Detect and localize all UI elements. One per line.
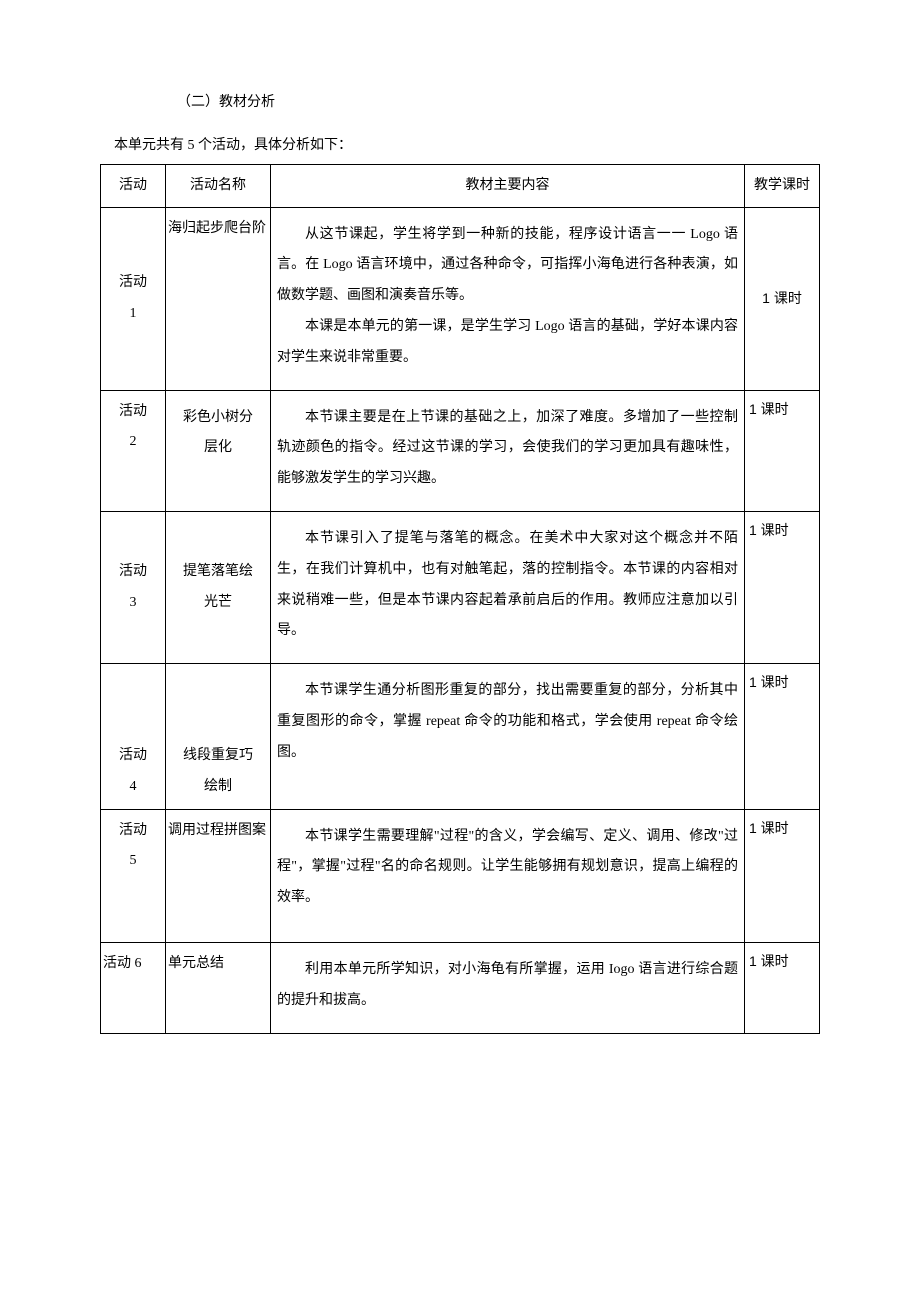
- cell-hours: 1 课时: [745, 207, 820, 390]
- content-paragraph: 本课是本单元的第一课，是学生学习 Logo 语言的基础，学好本课内容对学生来说非…: [277, 312, 738, 374]
- activity-name: 调用过程拼图案: [168, 823, 266, 838]
- activity-label: 活动 6: [103, 956, 142, 971]
- col-header-name: 活动名称: [166, 165, 271, 207]
- cell-activity: 活动4: [101, 664, 166, 809]
- content-paragraph: 本节课学生需要理解"过程"的含义，学会编写、定义、调用、修改"过程"，掌握"过程…: [277, 822, 738, 914]
- activity-name: 提笔落笔绘光芒: [183, 564, 253, 610]
- cell-activity: 活动2: [101, 390, 166, 511]
- cell-content: 本节课主要是在上节课的基础之上，加深了难度。多增加了一些控制轨迹颜色的指令。经过…: [271, 390, 745, 511]
- cell-activity: 活动1: [101, 207, 166, 390]
- cell-content: 利用本单元所学知识，对小海龟有所掌握，运用 Iogo 语言进行综合题的提升和拔高…: [271, 942, 745, 1033]
- cell-content: 从这节课起，学生将学到一种新的技能，程序设计语言一一 Logo 语言。在 Log…: [271, 207, 745, 390]
- cell-activity: 活动 6: [101, 942, 166, 1033]
- activity-label: 活动3: [119, 564, 147, 610]
- table-row: 活动 6 单元总结 利用本单元所学知识，对小海龟有所掌握，运用 Iogo 语言进…: [101, 942, 820, 1033]
- col-header-content: 教材主要内容: [271, 165, 745, 207]
- cell-hours: 1 课时: [745, 809, 820, 942]
- activity-label: 活动2: [119, 404, 147, 450]
- cell-name: 单元总结: [166, 942, 271, 1033]
- col-header-activity: 活动: [101, 165, 166, 207]
- cell-name: 海归起步爬台阶: [166, 207, 271, 390]
- cell-name: 提笔落笔绘光芒: [166, 511, 271, 663]
- activity-label: 活动5: [119, 823, 147, 869]
- table-row: 活动5 调用过程拼图案 本节课学生需要理解"过程"的含义，学会编写、定义、调用、…: [101, 809, 820, 942]
- activity-label: 活动1: [119, 275, 147, 321]
- cell-hours: 1 课时: [745, 390, 820, 511]
- cell-hours: 1 课时: [745, 664, 820, 809]
- activity-name: 线段重复巧绘制: [183, 748, 253, 794]
- cell-activity: 活动3: [101, 511, 166, 663]
- table-row: 活动3 提笔落笔绘光芒 本节课引入了提笔与落笔的概念。在美术中大家对这个概念并不…: [101, 511, 820, 663]
- content-paragraph: 从这节课起，学生将学到一种新的技能，程序设计语言一一 Logo 语言。在 Log…: [277, 220, 738, 312]
- cell-name: 线段重复巧绘制: [166, 664, 271, 809]
- cell-content: 本节课引入了提笔与落笔的概念。在美术中大家对这个概念并不陌生，在我们计算机中，也…: [271, 511, 745, 663]
- intro-text: 本单元共有 5 个活动，具体分析如下：: [100, 133, 820, 158]
- activity-name: 单元总结: [168, 956, 224, 971]
- analysis-table: 活动 活动名称 教材主要内容 教学课时 活动1 海归起步爬台阶 从这节课起，学生…: [100, 164, 820, 1033]
- activity-name: 彩色小树分层化: [183, 410, 253, 456]
- activity-label: 活动4: [119, 748, 147, 794]
- cell-name: 调用过程拼图案: [166, 809, 271, 942]
- activity-name: 海归起步爬台阶: [168, 221, 266, 236]
- col-header-hours: 教学课时: [745, 165, 820, 207]
- content-paragraph: 利用本单元所学知识，对小海龟有所掌握，运用 Iogo 语言进行综合题的提升和拔高…: [277, 955, 738, 1017]
- section-heading: （二）教材分析: [100, 90, 820, 115]
- content-paragraph: 本节课主要是在上节课的基础之上，加深了难度。多增加了一些控制轨迹颜色的指令。经过…: [277, 403, 738, 495]
- table-row: 活动2 彩色小树分层化 本节课主要是在上节课的基础之上，加深了难度。多增加了一些…: [101, 390, 820, 511]
- content-paragraph: 本节课学生通分析图形重复的部分，找出需要重复的部分，分析其中重复图形的命令，掌握…: [277, 676, 738, 768]
- cell-name: 彩色小树分层化: [166, 390, 271, 511]
- cell-content: 本节课学生需要理解"过程"的含义，学会编写、定义、调用、修改"过程"，掌握"过程…: [271, 809, 745, 942]
- cell-activity: 活动5: [101, 809, 166, 942]
- content-paragraph: 本节课引入了提笔与落笔的概念。在美术中大家对这个概念并不陌生，在我们计算机中，也…: [277, 524, 738, 647]
- table-header-row: 活动 活动名称 教材主要内容 教学课时: [101, 165, 820, 207]
- table-row: 活动4 线段重复巧绘制 本节课学生通分析图形重复的部分，找出需要重复的部分，分析…: [101, 664, 820, 809]
- table-row: 活动1 海归起步爬台阶 从这节课起，学生将学到一种新的技能，程序设计语言一一 L…: [101, 207, 820, 390]
- cell-hours: 1 课时: [745, 511, 820, 663]
- cell-content: 本节课学生通分析图形重复的部分，找出需要重复的部分，分析其中重复图形的命令，掌握…: [271, 664, 745, 809]
- cell-hours: 1 课时: [745, 942, 820, 1033]
